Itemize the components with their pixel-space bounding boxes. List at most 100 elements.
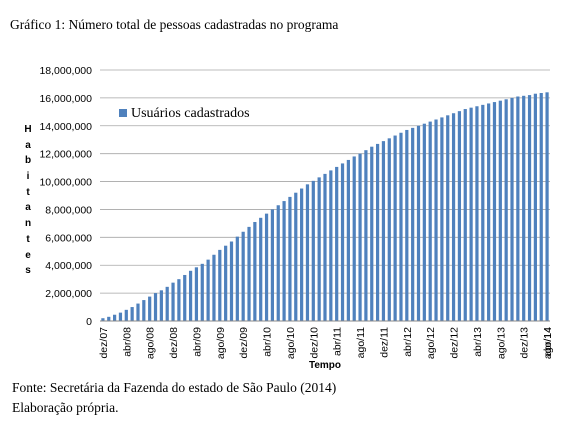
y-tick-label: 16,000,000 (39, 93, 92, 105)
x-tick-label: abr/13 (472, 327, 484, 357)
bar (142, 300, 146, 321)
bar (253, 221, 257, 321)
bar (352, 156, 356, 321)
bars (101, 92, 549, 322)
bar (411, 127, 415, 322)
x-tick-label: ago/12 (425, 327, 437, 359)
bar (124, 309, 128, 321)
bar (276, 205, 280, 321)
y-tick-label: 12,000,000 (39, 149, 92, 161)
x-tick-label: dez/10 (308, 327, 320, 359)
bar (323, 173, 327, 321)
bar (393, 135, 397, 321)
bar (545, 92, 549, 321)
bar (329, 170, 333, 321)
bar (469, 107, 473, 322)
x-tick-label: ago/11 (355, 327, 367, 358)
x-tick-label: abr/12 (402, 327, 414, 357)
bar (218, 249, 222, 321)
bar (440, 117, 444, 321)
bar (259, 217, 263, 321)
x-tick-label: ago/09 (215, 327, 227, 359)
bar (206, 259, 210, 321)
x-tick-label: abr/08 (121, 327, 133, 357)
bar (399, 132, 403, 321)
bar (282, 201, 286, 321)
bar (194, 267, 199, 321)
bar (387, 138, 391, 321)
x-tick-label: abr/14 (542, 327, 554, 357)
bar (113, 314, 117, 321)
bar (463, 109, 467, 321)
bar (183, 274, 187, 321)
bar (212, 254, 216, 321)
figure-caption: Gráfico 1: Número total de pessoas cadas… (10, 17, 339, 32)
x-tick-label: dez/09 (238, 327, 250, 359)
bar (539, 93, 543, 321)
bar (188, 270, 193, 321)
y-tick-label: 6,000,000 (45, 232, 92, 244)
bar (381, 141, 386, 321)
bar (510, 97, 514, 321)
bar (153, 293, 158, 321)
bar (118, 312, 123, 321)
bar (311, 180, 315, 321)
bar (130, 307, 134, 321)
x-tick-label: abr/11 (332, 327, 344, 356)
x-tick-label: ago/08 (145, 327, 157, 359)
bar (522, 95, 526, 321)
bar (416, 125, 421, 321)
x-tick-label: dez/12 (449, 327, 461, 359)
bar (335, 166, 339, 321)
y-axis-label-letter: s (25, 265, 31, 277)
bar (475, 106, 479, 321)
bar (487, 103, 491, 321)
y-axis-label-letter: i (26, 171, 30, 183)
y-axis-label-letter: a (25, 202, 31, 214)
bar (148, 296, 152, 321)
bar (229, 241, 234, 321)
x-tick-label: dez/13 (519, 327, 531, 359)
x-tick-label: abr/09 (191, 327, 203, 357)
bar (516, 96, 520, 322)
y-axis-label-letter: a (25, 139, 31, 151)
y-tick-label: 4,000,000 (45, 260, 92, 272)
bar (294, 192, 298, 321)
bar (247, 226, 251, 322)
x-tick-label: ago/14 (542, 327, 554, 359)
x-tick-label: dez/08 (168, 327, 180, 359)
y-axis-ticks: 0 2,000,000 4,000,000 6,000,000 8,000,000 10,… (39, 65, 92, 328)
source-note: Fonte: Secretária da Fazenda do estado d… (12, 380, 337, 395)
figure-footer: Fonte: Secretária da Fazenda do estado d… (12, 378, 336, 418)
bar (264, 213, 269, 321)
y-axis-label-letter: H (24, 124, 32, 135)
x-tick-label: abr/10 (262, 327, 274, 357)
y-tick-label: 2,000,000 (45, 288, 92, 300)
bar (136, 303, 140, 321)
bar (498, 100, 502, 322)
y-axis-label-letter: e (25, 249, 31, 261)
bar (101, 318, 105, 321)
bar (370, 146, 374, 321)
bar (317, 177, 321, 321)
bar (305, 184, 310, 321)
bar (481, 104, 485, 321)
bar (224, 245, 228, 321)
bar (405, 129, 409, 321)
y-axis-label-letter: b (24, 155, 32, 167)
legend-entry: Usuários cadastrados (131, 106, 250, 121)
legend: Usuários cadastrados (119, 106, 250, 121)
y-tick-label: 0 (86, 316, 92, 328)
bar (300, 188, 304, 321)
bar (434, 119, 438, 321)
y-axis-label-letter: n (24, 218, 32, 230)
bar (364, 150, 368, 321)
x-axis-label: Tempo (309, 360, 341, 370)
bar (346, 159, 350, 321)
x-tick-label: dez/11 (378, 327, 390, 358)
bar (288, 196, 292, 321)
bar (358, 153, 362, 321)
bar (340, 163, 345, 321)
x-axis-ticks: dez/07 abr/08 ago/08 dez/08 abr/09 ago/09 dez/… (98, 327, 554, 359)
bar (504, 99, 508, 321)
